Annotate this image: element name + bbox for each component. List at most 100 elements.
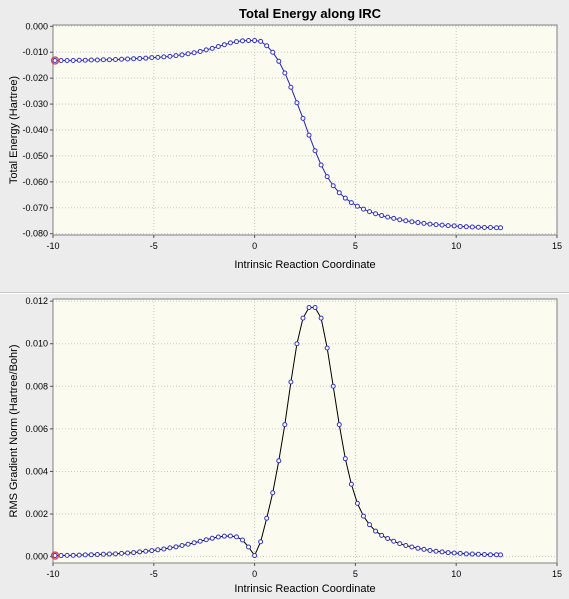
data-point	[185, 541, 191, 547]
data-point	[155, 54, 161, 60]
data-point	[88, 552, 94, 558]
data-point	[149, 55, 155, 61]
data-point	[221, 42, 227, 48]
data-point	[342, 456, 348, 462]
x-axis-label: Intrinsic Reaction Coordinate	[234, 259, 375, 271]
data-point	[233, 534, 239, 540]
y-tick-label: 0.000	[25, 552, 48, 562]
data-point	[330, 383, 336, 389]
data-point	[385, 536, 391, 542]
data-point	[457, 550, 463, 556]
data-point	[203, 537, 209, 543]
data-point	[276, 58, 282, 64]
data-point	[360, 206, 366, 212]
data-point	[149, 548, 155, 554]
y-tick-label: -0.050	[22, 151, 48, 161]
data-point	[348, 200, 354, 206]
x-axis-label: Intrinsic Reaction Coordinate	[234, 583, 375, 595]
data-point	[227, 40, 233, 46]
data-point	[240, 38, 246, 44]
data-point	[300, 115, 306, 121]
data-point	[282, 422, 288, 428]
data-point	[131, 550, 137, 556]
data-point	[100, 57, 106, 63]
data-point	[179, 543, 185, 549]
data-point	[439, 222, 445, 228]
data-point	[246, 38, 252, 44]
data-point	[481, 224, 487, 230]
data-point	[197, 538, 203, 544]
y-tick-label: -0.040	[22, 125, 48, 135]
data-point	[58, 58, 64, 64]
y-tick-labels: 0.012 0.010 0.008 0.006 0.004 0.002 0.000	[25, 296, 53, 562]
data-point	[209, 535, 215, 541]
data-point	[88, 57, 94, 63]
data-point	[106, 551, 112, 557]
data-point	[397, 541, 403, 547]
data-point	[100, 551, 106, 557]
y-tick-label: -0.020	[22, 73, 48, 83]
plot-frame	[52, 298, 558, 564]
data-point	[373, 211, 379, 217]
data-point	[276, 458, 282, 464]
data-point	[433, 222, 439, 228]
data-point	[348, 481, 354, 487]
x-tick-label: -5	[150, 241, 158, 251]
data-point	[240, 537, 246, 543]
data-point	[209, 45, 215, 51]
data-point	[215, 44, 221, 50]
data-point	[391, 538, 397, 544]
data-point	[318, 315, 324, 321]
energy-chart: Total Energy along IRC 0.000 -0.010 -0.020…	[8, 6, 562, 271]
data-point	[451, 550, 457, 556]
x-tick-label: -10	[46, 241, 59, 251]
data-point	[445, 550, 451, 556]
data-point	[143, 55, 149, 61]
data-point	[360, 513, 366, 519]
data-point	[324, 345, 330, 351]
data-point	[457, 223, 463, 229]
data-point	[409, 544, 415, 550]
data-point	[336, 190, 342, 196]
data-point	[282, 70, 288, 76]
data-point	[64, 58, 70, 64]
data-point	[191, 540, 197, 546]
data-point	[354, 500, 360, 506]
data-point	[258, 38, 264, 44]
data-point	[342, 195, 348, 201]
data-point	[445, 223, 451, 229]
y-tick-label: -0.070	[22, 203, 48, 213]
data-point	[324, 174, 330, 180]
data-point	[106, 57, 112, 63]
data-point	[197, 48, 203, 54]
data-point	[185, 51, 191, 57]
y-tick-label: 0.010	[25, 339, 48, 349]
data-point	[487, 552, 493, 558]
highlighted-point	[50, 551, 60, 560]
data-point	[264, 43, 270, 49]
x-tick-label: 10	[451, 569, 461, 579]
data-point	[373, 528, 379, 534]
data-point	[143, 548, 149, 554]
y-axis-label: Total Energy (Hartree)	[8, 76, 20, 184]
data-point	[463, 224, 469, 230]
data-point	[494, 225, 500, 231]
series	[50, 38, 504, 231]
data-point	[215, 534, 221, 540]
x-tick-label: 15	[552, 569, 562, 579]
data-point	[252, 553, 258, 559]
x-tick-label: 5	[353, 569, 358, 579]
series	[50, 305, 504, 560]
data-point	[76, 552, 82, 558]
data-point	[82, 552, 88, 558]
x-tick-labels: -10 -5 0 5 10 15	[46, 563, 562, 579]
data-point	[397, 217, 403, 223]
y-tick-label: -0.030	[22, 99, 48, 109]
data-point	[288, 379, 294, 385]
x-tick-label: 0	[252, 569, 257, 579]
x-tick-label: -5	[150, 569, 158, 579]
data-point	[421, 220, 427, 226]
data-point	[494, 552, 500, 558]
data-point	[258, 539, 264, 545]
data-point	[94, 57, 100, 63]
